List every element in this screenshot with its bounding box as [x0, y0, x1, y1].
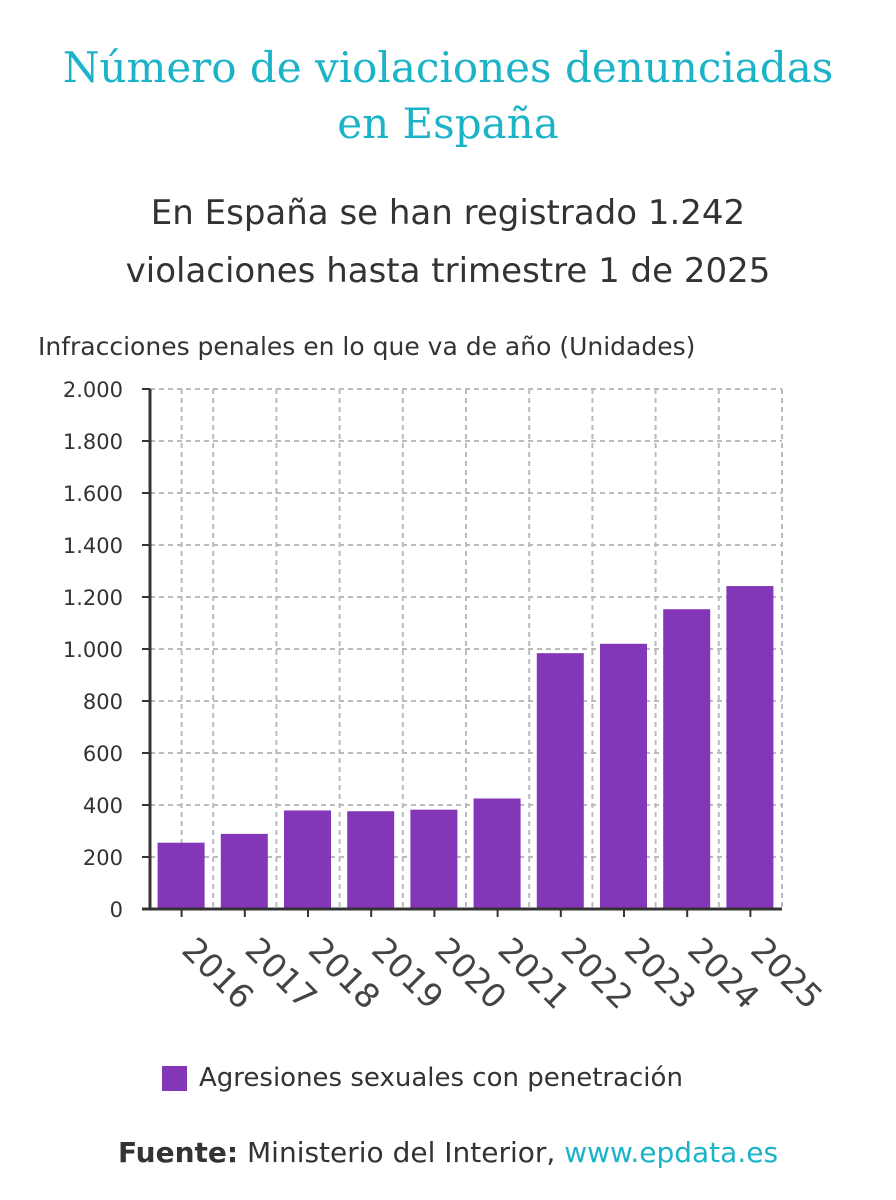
- chart-subtitle-line-1: En España se han registrado 1.242: [150, 193, 746, 233]
- bar: [600, 643, 647, 909]
- y-tick-label: 400: [83, 794, 123, 818]
- x-tick-label: 2017: [238, 930, 325, 1017]
- bar: [726, 586, 774, 909]
- chart-subtitle-line-2: violaciones hasta trimestre 1 de 2025: [125, 251, 771, 291]
- y-tick-label: 1.800: [63, 430, 123, 454]
- y-tick-label: 600: [83, 742, 123, 766]
- y-tick-label: 1.000: [63, 638, 123, 662]
- bar-chart: 0 200 400 600 800 1.000 1.200 1.400 1.600 1.800 2.…: [63, 378, 830, 1017]
- bar: [663, 609, 711, 909]
- bar: [157, 842, 205, 909]
- chart-title-line-2: en España: [337, 99, 559, 148]
- y-tick-label: 2.000: [63, 378, 123, 402]
- bar: [347, 811, 395, 909]
- source-link[interactable]: www.epdata.es: [564, 1136, 779, 1169]
- source-label: Fuente:: [117, 1136, 239, 1169]
- x-tick-label: 2019: [364, 930, 451, 1017]
- x-tick-label: 2022: [554, 930, 641, 1017]
- x-tick-label: 2023: [617, 930, 704, 1017]
- chart-title: Número de violaciones denunciadas en Esp…: [0, 40, 896, 152]
- x-tick-label: 2021: [491, 930, 578, 1017]
- source-line: Fuente: Ministerio del Interior, www.epd…: [0, 1136, 896, 1169]
- legend-swatch: [162, 1065, 187, 1091]
- bar: [473, 798, 521, 909]
- legend-label: Agresiones sexuales con penetración: [199, 1063, 683, 1093]
- y-tick-label: 200: [83, 846, 123, 870]
- bar: [284, 810, 331, 909]
- y-axis-label: Infracciones penales en lo que va de año…: [38, 332, 696, 361]
- bar: [410, 809, 458, 909]
- bar: [220, 833, 268, 909]
- chart-title-line-1: Número de violaciones denunciadas: [62, 43, 834, 92]
- bar: [536, 653, 584, 909]
- chart-subtitle: En España se han registrado 1.242 violac…: [0, 184, 896, 300]
- legend: Agresiones sexuales con penetración: [162, 1063, 683, 1093]
- y-tick-label: 1.200: [63, 586, 123, 610]
- x-tick-label: 2025: [743, 930, 830, 1017]
- y-tick-label: 0: [110, 898, 123, 922]
- x-tick-label: 2024: [680, 930, 767, 1017]
- y-tick-label: 1.600: [63, 482, 123, 506]
- y-tick-label: 1.400: [63, 534, 123, 558]
- x-tick-label: 2020: [427, 930, 514, 1017]
- x-tick-label: 2016: [175, 930, 262, 1017]
- y-tick-label: 800: [83, 690, 123, 714]
- source-text: Ministerio del Interior,: [238, 1136, 565, 1169]
- x-tick-label: 2018: [301, 930, 388, 1017]
